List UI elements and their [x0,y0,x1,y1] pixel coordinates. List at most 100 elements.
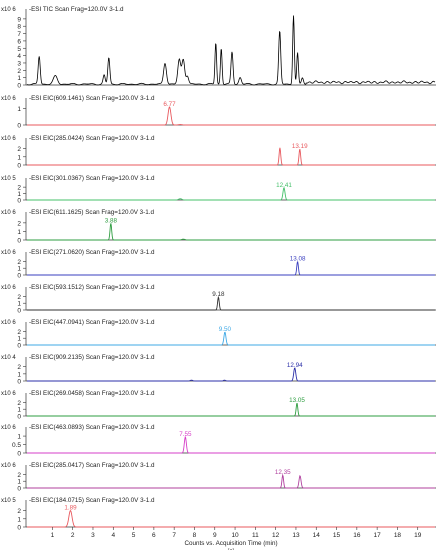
y-tick-label: 0 [17,308,21,315]
y-exponent-label: x10 6 [1,210,16,216]
series-trace [27,403,435,417]
panel-title: -ESI EIC(184.0715) Scan Frag=120.0V 3-1.… [29,497,155,504]
y-tick-label: 2 [17,185,21,192]
series-trace [27,147,435,166]
panel-title: -ESI EIC(463.0893) Scan Frag=120.0V 3-1.… [29,424,155,431]
x-tick-label: 17 [374,532,382,539]
peak-label: 9.50 [219,326,232,333]
y-exponent-label: x10 6 [1,96,16,102]
x-tick-label: 12 [272,532,280,539]
y-exponent-label: x10 5 [1,498,16,504]
y-tick-label: 2 [17,146,21,153]
x-tick-label: 15 [333,532,341,539]
panel-title: -ESI EIC(909.2135) Scan Frag=120.0V 3-1.… [29,354,155,361]
panel-title: -ESI EIC(269.0458) Scan Frag=120.0V 3-1.… [29,390,155,397]
y-tick-label: 2 [17,472,21,479]
series-trace [27,435,435,454]
series-trace [27,223,435,241]
y-tick-label: 0 [17,486,21,493]
panel-title: -ESI EIC(609.1461) Scan Frag=120.0V 3-1.… [29,95,155,102]
x-tick-label: 2 [71,532,75,539]
y-exponent-label: x10 6 [1,391,16,397]
y-tick-label: 0 [17,451,21,458]
y-tick-label: 9 [17,16,21,23]
x-tick-label: 14 [313,532,321,539]
y-tick-label: 2 [17,259,21,266]
y-tick-label: 1 [17,154,21,161]
y-tick-label: 6 [17,38,21,45]
series-trace [26,15,436,86]
peak-label: 13.08 [290,255,306,262]
y-tick-label: 5 [17,46,21,53]
y-tick-label: 0 [17,163,21,170]
series-trace [27,473,435,489]
y-tick-label: 1 [17,479,21,486]
series-trace [27,295,435,311]
y-tick-label: 0 [17,379,21,386]
y-tick-label: 0 [17,525,21,532]
x-tick-label: 4 [111,532,115,539]
y-exponent-label: x10 6 [1,7,16,13]
y-tick-label: 2 [17,508,21,515]
y-tick-label: 0 [17,123,21,130]
x-tick-label: 7 [172,532,176,539]
y-tick-label: 2 [17,294,21,301]
y-exponent-label: x10 6 [1,320,16,326]
y-tick-label: 2 [17,220,21,227]
y-tick-label: 1 [17,371,21,378]
y-exponent-label: x10 6 [1,285,16,291]
y-tick-label: 1 [17,407,21,414]
peak-label: 12.41 [276,182,292,189]
panel-title: -ESI EIC(271.0620) Scan Frag=120.0V 3-1.… [29,249,155,256]
y-tick-label: 1 [17,301,21,308]
y-tick-label: 0 [17,238,21,245]
y-tick-label: 1 [17,106,21,113]
panel-title: -ESI EIC(447.0941) Scan Frag=120.0V 3-1.… [29,319,155,326]
x-tick-label: 18 [394,532,402,539]
y-tick-label: 7 [17,31,21,38]
peak-label: 9.18 [212,291,225,298]
series-trace [27,106,435,126]
y-exponent-label: x10 6 [1,425,16,431]
x-tick-label: 9 [213,532,217,539]
figure-sublabel: (a) [228,548,235,550]
y-tick-label: 0 [17,198,21,205]
series-trace [27,331,435,346]
x-tick-label: 11 [252,532,259,539]
y-tick-label: 1 [17,191,21,198]
series-trace [27,261,435,276]
y-tick-label: 1 [17,75,21,82]
y-exponent-label: x10 6 [1,136,16,142]
y-tick-label: 1 [17,336,21,343]
peak-label: 13.19 [292,143,308,150]
peak-label: 12.35 [275,469,291,476]
panel-title: -ESI EIC(611.1625) Scan Frag=120.0V 3-1.… [29,209,155,216]
y-tick-label: 0 [17,83,21,90]
panel-title: -ESI EIC(301.0367) Scan Frag=120.0V 3-1.… [29,175,155,182]
x-tick-label: 19 [414,532,422,539]
peak-label: 6.77 [163,101,176,108]
x-tick-label: 5 [132,532,136,539]
panel-title: -ESI EIC(593.1512) Scan Frag=120.0V 3-1.… [29,284,155,291]
y-tick-label: 1 [17,434,21,441]
x-axis-title: Counts vs. Acquisition Time (min) [184,540,277,547]
y-exponent-label: x10 6 [1,463,16,469]
peak-label: 7.55 [179,431,192,438]
series-trace [27,367,435,382]
x-tick-label: 8 [193,532,197,539]
y-tick-label: 8 [17,24,21,31]
y-tick-label: 1 [17,516,21,523]
y-tick-label: 1 [17,229,21,236]
